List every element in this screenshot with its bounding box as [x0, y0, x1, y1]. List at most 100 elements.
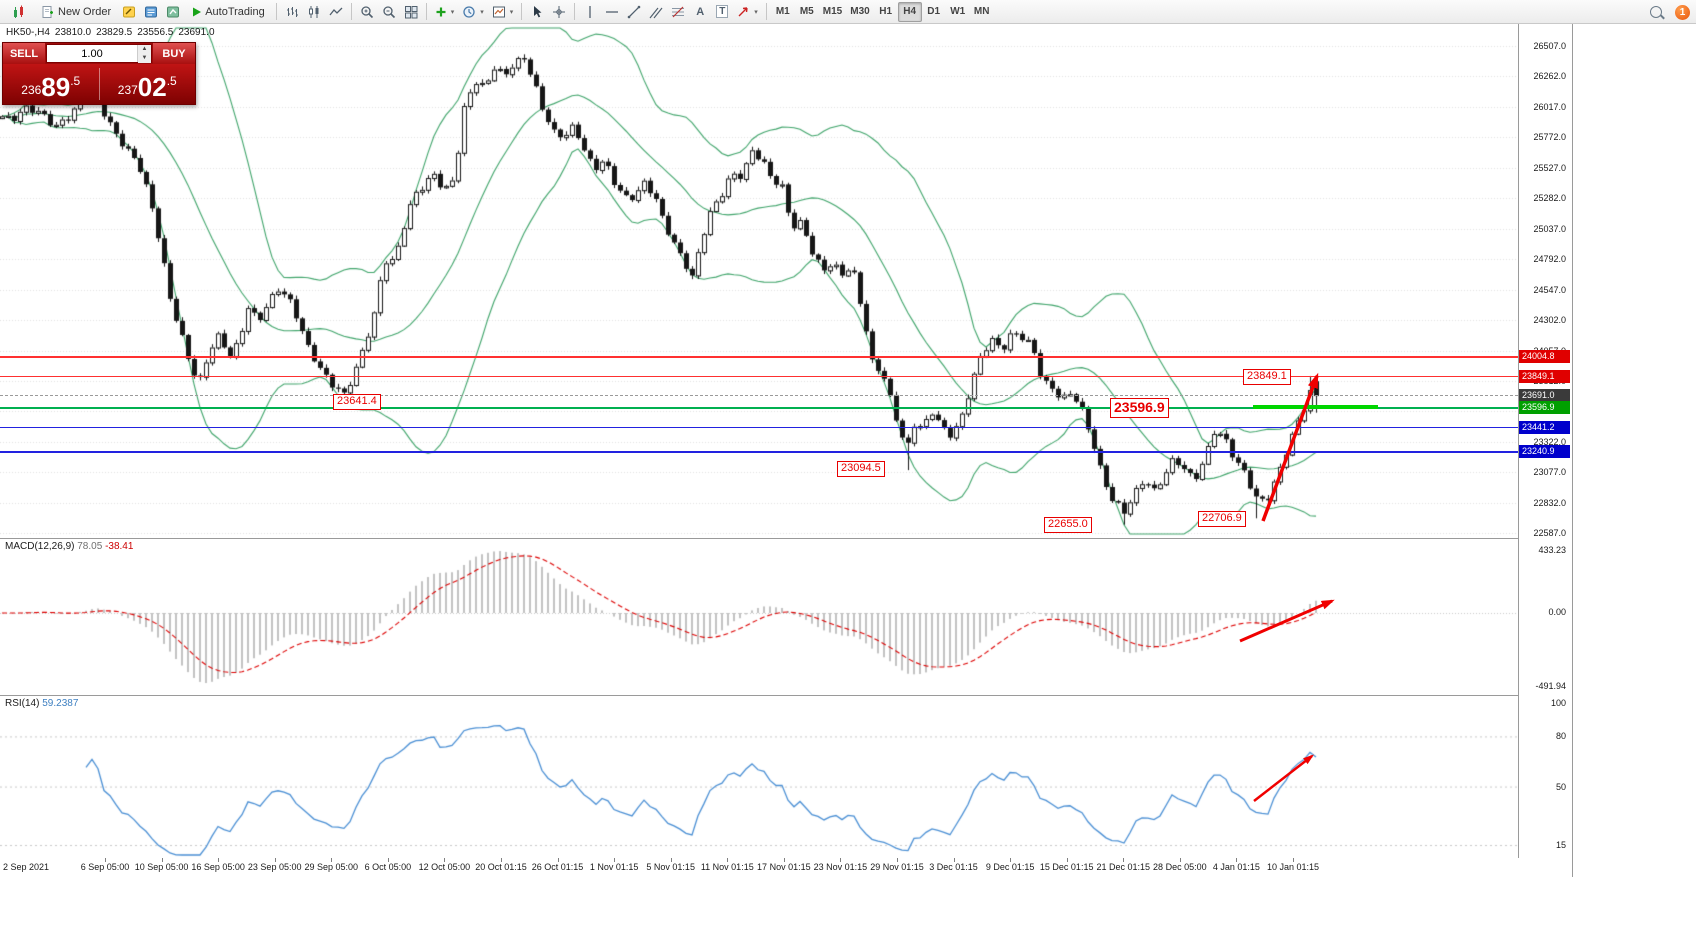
time-axis-tick	[274, 858, 276, 862]
horizontal-line-object[interactable]	[0, 426, 1518, 428]
text-button[interactable]: A	[689, 2, 711, 22]
text-label-button[interactable]: T	[711, 2, 733, 22]
timeframe-button-h1[interactable]: H1	[874, 2, 898, 22]
rsi-canvas[interactable]	[0, 696, 1518, 858]
time-axis-tick	[105, 858, 106, 862]
search-button[interactable]	[1645, 2, 1667, 22]
autotrading-label: AutoTrading	[205, 5, 265, 18]
time-axis-tick	[1292, 858, 1294, 862]
notification-badge[interactable]: 1	[1675, 4, 1690, 20]
horizontal-line-object[interactable]	[0, 375, 1518, 378]
main-chart-canvas[interactable]	[0, 24, 1518, 539]
bar-chart-button[interactable]	[281, 2, 303, 22]
price-annotation[interactable]: 23849.1	[1243, 369, 1291, 385]
price-tag: 24004.8	[1519, 350, 1570, 364]
line-chart-button[interactable]	[325, 2, 347, 22]
arrows-tool-button[interactable]: ▾	[733, 2, 762, 22]
autotrading-button[interactable]: AutoTrading	[184, 2, 272, 22]
trend-segment-object[interactable]	[1253, 405, 1378, 410]
text-icon: A	[696, 5, 705, 18]
macd-canvas[interactable]	[0, 539, 1518, 695]
time-axis-label: 23 Sep 05:00	[247, 862, 302, 872]
channel-button[interactable]	[645, 2, 667, 22]
chevron-down-icon: ▾	[754, 8, 758, 16]
horizontal-line-object[interactable]	[0, 356, 1518, 358]
channel-icon	[649, 7, 663, 18]
price-axis-tick: 22832.0	[1533, 497, 1566, 508]
price-axis-tick: 25037.0	[1533, 223, 1566, 234]
price-annotation[interactable]: 23596.9	[1110, 398, 1169, 418]
panel-separator[interactable]	[0, 695, 1572, 696]
price-axis-tick: 26507.0	[1533, 41, 1566, 51]
fibonacci-button[interactable]	[667, 2, 689, 22]
cursor-button[interactable]	[526, 2, 548, 22]
new-order-icon	[42, 5, 53, 18]
ask-price[interactable]: 237 02.5	[100, 64, 196, 104]
timeframe-button-m30[interactable]: M30	[846, 2, 873, 22]
time-axis-label: 21 Dec 01:15	[1096, 862, 1151, 872]
price-axis-tick: 24547.0	[1533, 284, 1566, 295]
zoom-out-button[interactable]	[378, 2, 400, 22]
periods-button[interactable]: ▾	[458, 2, 488, 22]
timeframe-button-d1[interactable]: D1	[922, 2, 946, 22]
horizontal-line-object[interactable]	[0, 395, 1518, 397]
strategy-tester-button[interactable]	[162, 2, 184, 22]
macd-axis-tick: 433.23	[1538, 545, 1566, 555]
time-axis[interactable]	[0, 858, 1572, 877]
price-tag: 23240.9	[1519, 445, 1570, 459]
volume-down-button[interactable]: ▼	[138, 54, 151, 63]
price-annotation[interactable]: 22706.9	[1198, 511, 1246, 527]
templates-button[interactable]: ▾	[488, 2, 518, 22]
timeframe-button-m1[interactable]: M1	[771, 2, 795, 22]
volume-up-button[interactable]: ▲	[138, 45, 151, 54]
panel-separator[interactable]	[0, 538, 1572, 539]
data-window-button[interactable]	[140, 2, 162, 22]
price-annotation[interactable]: 23094.5	[837, 461, 885, 477]
price-axis-tick: 24792.0	[1533, 254, 1566, 265]
price-annotation[interactable]: 23641.4	[333, 394, 381, 410]
time-axis-label: 10 Jan 01:15	[1266, 862, 1319, 872]
time-axis-tick	[331, 858, 333, 862]
indicators-button[interactable]: ▾	[431, 2, 459, 22]
zoom-in-button[interactable]	[356, 2, 378, 22]
ask-price-small: 237	[117, 83, 138, 97]
time-axis-tick	[840, 858, 842, 862]
candlestick-chart-button[interactable]	[303, 2, 325, 22]
time-axis-tick	[557, 858, 559, 862]
data-window-icon	[145, 6, 158, 17]
rsi-axis-tick: 50	[1555, 781, 1566, 792]
crosshair-icon	[553, 5, 566, 18]
sell-button[interactable]: SELL	[3, 43, 45, 64]
time-axis-label: 4 Jan 01:15	[1212, 862, 1260, 872]
timeframe-button-m15[interactable]: M15	[819, 2, 846, 22]
trendline-button[interactable]	[623, 2, 645, 22]
horizontal-line-object[interactable]	[0, 407, 1518, 409]
period-icon	[463, 5, 475, 18]
toolbar-separator	[765, 3, 767, 20]
buy-button[interactable]: BUY	[153, 43, 195, 64]
price-axis-tick: 25282.0	[1533, 193, 1566, 204]
time-axis-tick	[387, 858, 389, 862]
bid-price[interactable]: 236 89.5	[3, 64, 99, 104]
time-axis-label: 1 Nov 01:15	[589, 862, 639, 872]
horizontal-line-button[interactable]	[601, 2, 623, 22]
crosshair-button[interactable]	[548, 2, 570, 22]
timeframe-button-m5[interactable]: M5	[795, 2, 819, 22]
timeframe-button-mn[interactable]: MN	[970, 2, 994, 22]
ask-price-pip: .5	[166, 74, 177, 88]
timeframe-button-w1[interactable]: W1	[946, 2, 970, 22]
price-axis-tick: 22587.0	[1533, 528, 1566, 539]
metaeditor-button[interactable]	[118, 2, 140, 22]
vertical-line-button[interactable]	[579, 2, 601, 22]
price-axis-tick: 23322.0	[1533, 436, 1566, 447]
tile-windows-button[interactable]	[400, 2, 422, 22]
price-annotation[interactable]: 22655.0	[1044, 517, 1092, 533]
horizontal-line-object[interactable]	[0, 451, 1518, 453]
volume-input[interactable]	[47, 45, 137, 62]
time-axis-tick	[1236, 858, 1238, 862]
new-order-button[interactable]: New Order	[34, 2, 118, 22]
time-axis-label: 12 Oct 05:00	[418, 862, 471, 872]
chevron-down-icon: ▾	[480, 8, 484, 16]
timeframe-button-h4[interactable]: H4	[897, 1, 922, 22]
